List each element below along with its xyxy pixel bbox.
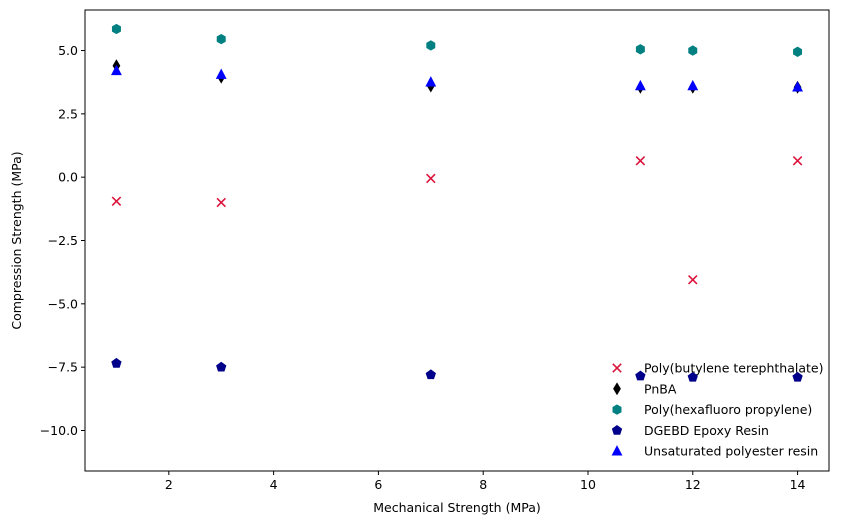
data-point (792, 371, 803, 382)
data-point (687, 371, 698, 382)
legend-marker (613, 382, 621, 396)
legend-marker (612, 363, 622, 373)
data-points (111, 23, 803, 382)
y-tick-label: 2.5 (58, 106, 78, 121)
x-tick-label: 4 (270, 477, 278, 492)
x-axis-ticks: 2 4 6 8 10 12 14 (165, 471, 806, 492)
legend-entry-label: Poly(butylene terephthalate) (644, 361, 823, 376)
x-tick-label: 6 (374, 477, 382, 492)
data-point (792, 81, 803, 92)
x-axis-label: Mechanical Strength (MPa) (373, 500, 541, 515)
data-point (111, 196, 122, 207)
y-tick-label: −7.5 (48, 360, 78, 375)
data-point (635, 44, 645, 55)
data-point (425, 369, 436, 380)
data-point (426, 40, 436, 51)
legend-entry-label: PnBA (644, 381, 677, 396)
y-axis-label: Compression Strength (MPa) (9, 151, 24, 329)
y-tick-label: −5.0 (48, 296, 78, 311)
data-point (111, 64, 122, 76)
data-point (793, 46, 803, 57)
data-point (216, 197, 226, 208)
legend-entry-label: DGEBD Epoxy Resin (644, 423, 769, 438)
data-point (688, 45, 698, 56)
data-point (792, 155, 803, 166)
data-point (635, 370, 646, 381)
legend-marker (612, 404, 622, 415)
data-point (216, 33, 226, 45)
x-tick-label: 14 (790, 477, 806, 492)
data-point (635, 155, 646, 166)
x-tick-label: 12 (685, 477, 701, 492)
y-tick-label: 5.0 (58, 43, 78, 58)
data-point (426, 173, 436, 184)
y-axis-ticks: −10.0 −7.5 −5.0 −2.5 0.0 2.5 5.0 (40, 43, 85, 438)
legend: Poly(butylene terephthalate) PnBA Poly(hex… (611, 361, 823, 459)
data-point (687, 79, 699, 91)
legend-entry-label: Poly(hexafluoro propylene) (644, 402, 812, 417)
y-tick-label: 0.0 (58, 170, 78, 185)
data-point (216, 361, 227, 372)
y-tick-label: −2.5 (48, 233, 78, 248)
legend-marker (611, 424, 623, 435)
data-point (111, 23, 121, 35)
data-point (634, 79, 646, 91)
data-point (215, 68, 227, 79)
legend-marker (611, 445, 623, 456)
x-tick-label: 8 (479, 477, 487, 492)
x-tick-label: 10 (580, 477, 596, 492)
legend-entry-label: Unsaturated polyester resin (644, 444, 818, 459)
data-point (425, 76, 437, 87)
data-point (111, 357, 122, 368)
data-point (688, 274, 698, 285)
x-tick-label: 2 (165, 477, 173, 492)
y-tick-label: −10.0 (40, 423, 78, 438)
